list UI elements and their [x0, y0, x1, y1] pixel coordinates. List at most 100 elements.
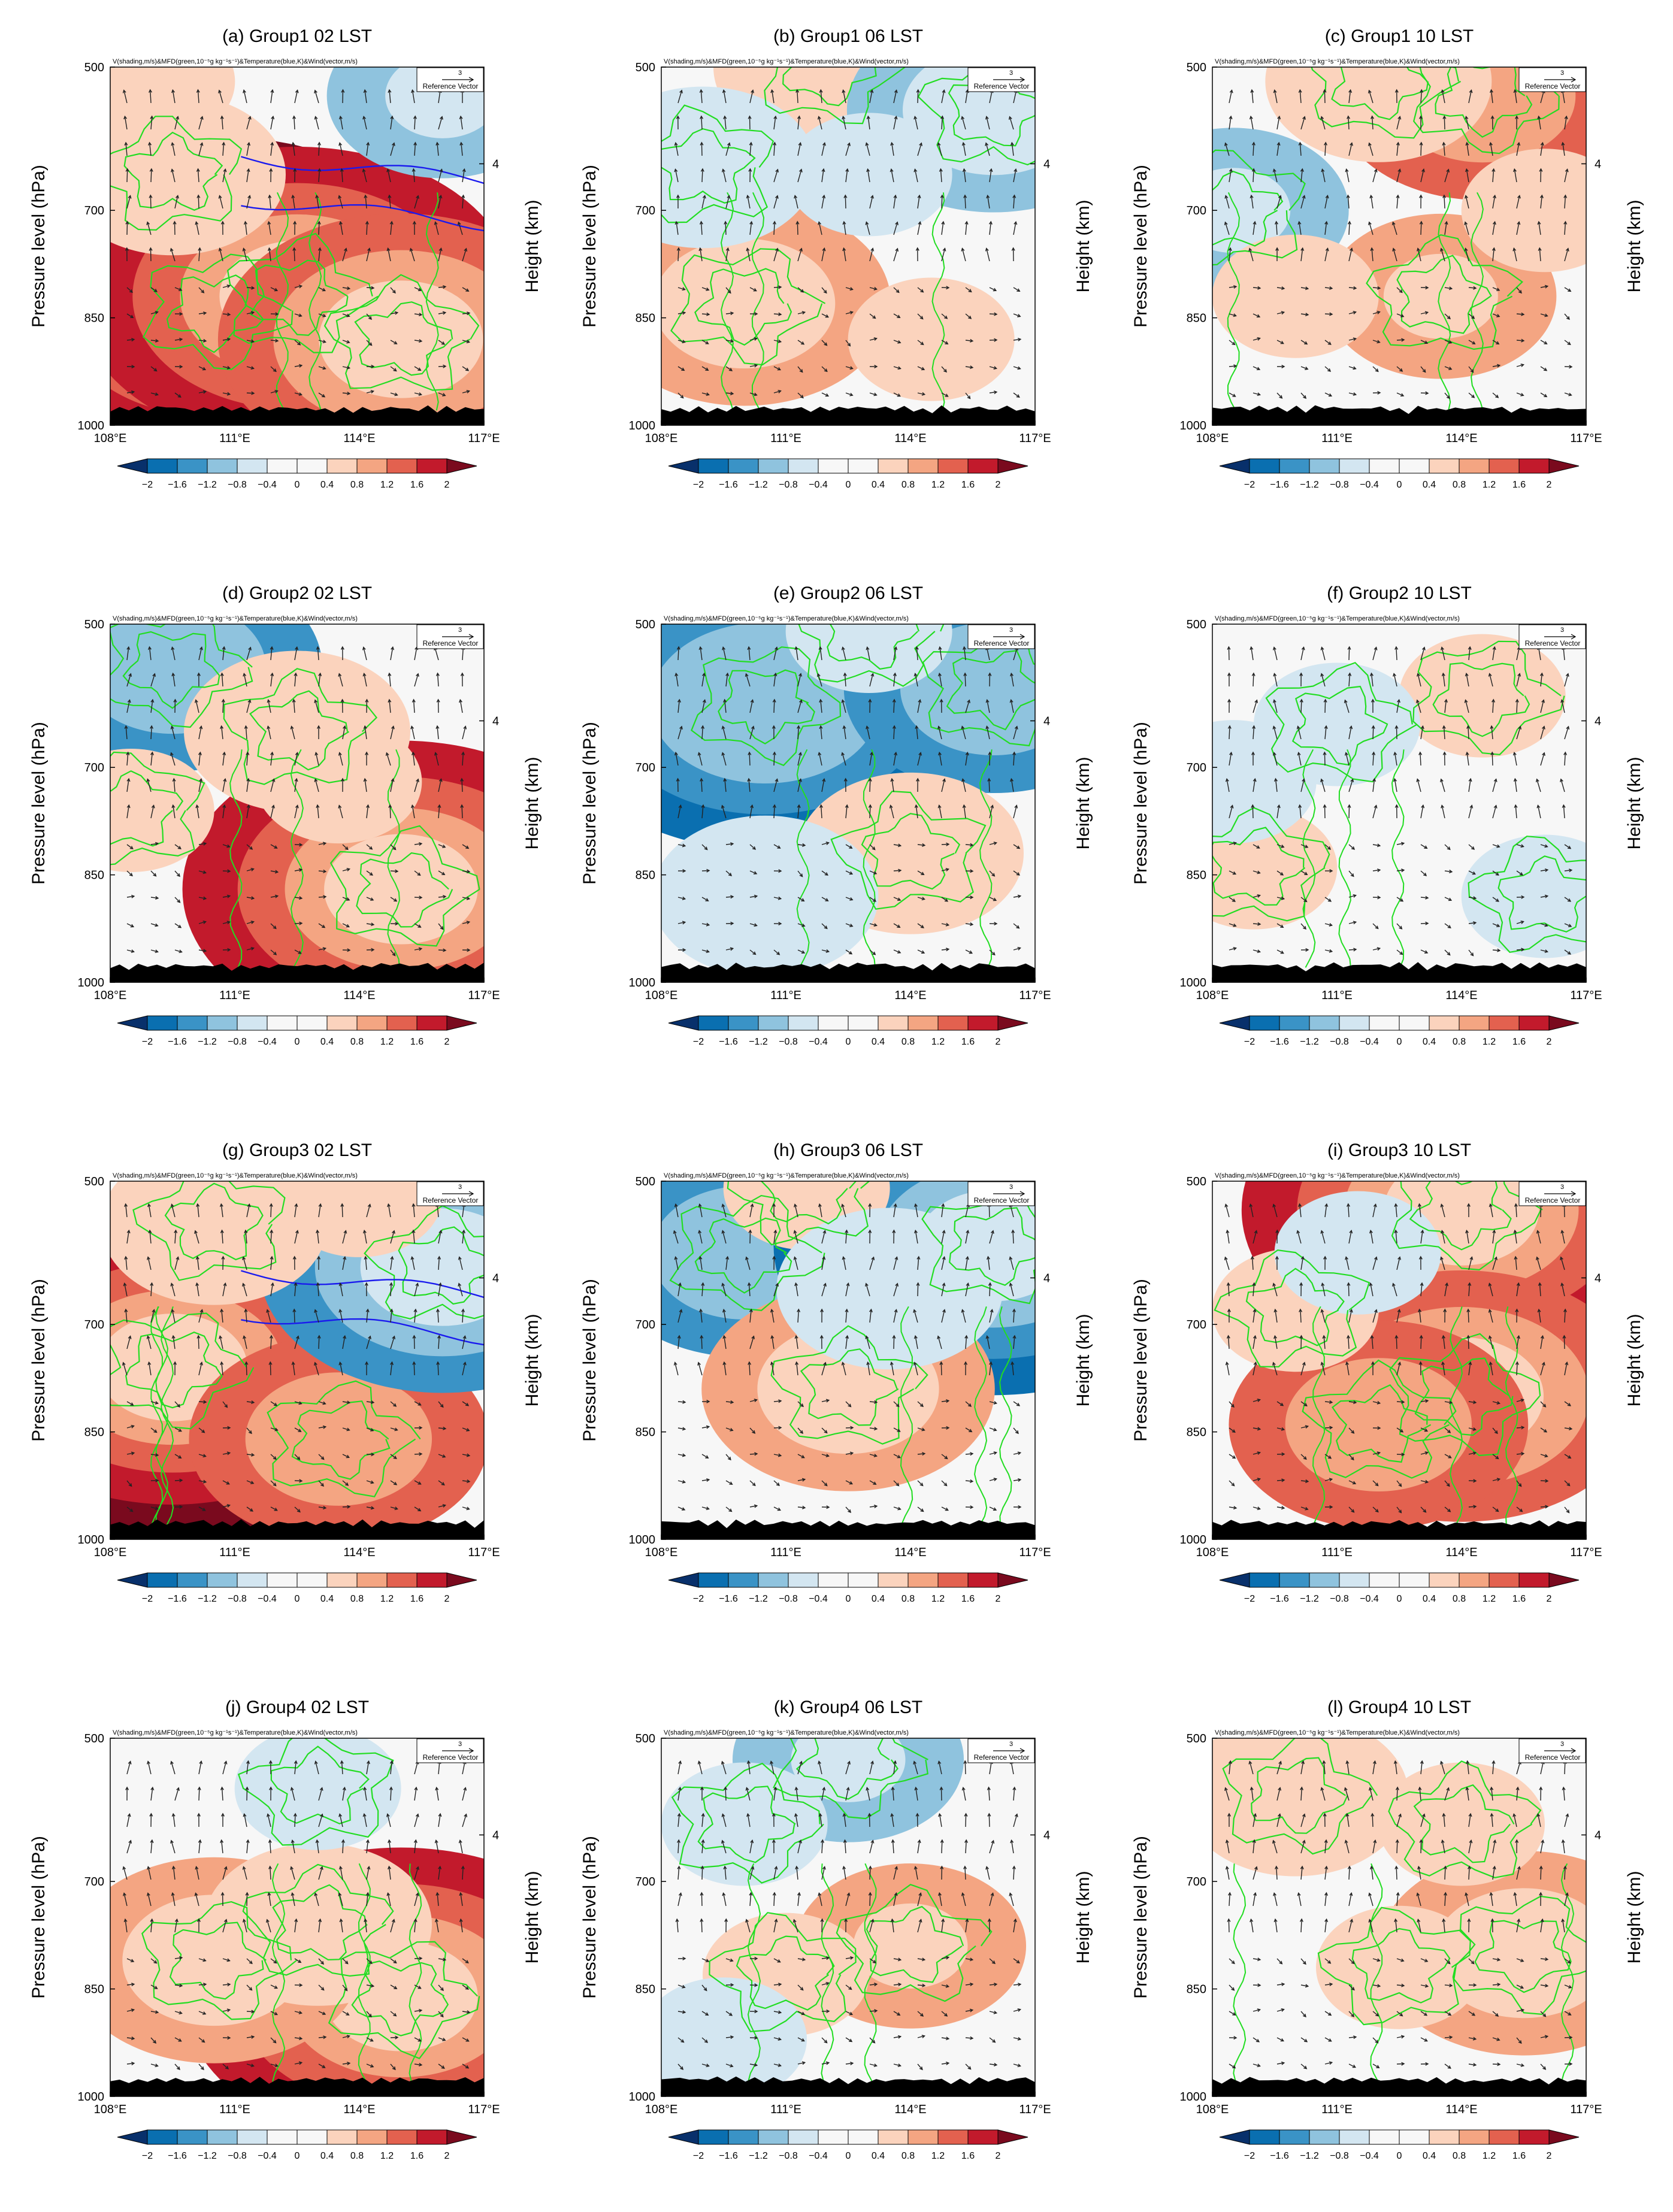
colorbar-label: −0.8 — [779, 2151, 798, 2161]
panel-3: V(shading,m/s)&MFD(green,10⁻⁵g kg⁻¹s⁻¹)&… — [23, 562, 619, 1047]
wind-vector — [701, 1336, 702, 1349]
colorbar-label: −0.8 — [1330, 480, 1349, 490]
x-tick-label: 108°E — [1196, 1546, 1229, 1559]
wind-vector — [342, 1204, 343, 1217]
colorbar-label: 1.2 — [380, 2151, 394, 2161]
colorbar-segment — [698, 1573, 728, 1587]
wind-vector — [774, 700, 775, 713]
x-tick-label: 108°E — [645, 1546, 678, 1559]
x-tick-label: 114°E — [1445, 432, 1477, 445]
colorbar-segment — [267, 459, 297, 473]
y-tick-label: 850 — [636, 312, 655, 325]
colorbar-segment — [1369, 1016, 1399, 1030]
colorbar-end — [1220, 1016, 1250, 1030]
panel-7: V(shading,m/s)&MFD(green,10⁻⁵g kg⁻¹s⁻¹)&… — [580, 1096, 1214, 1604]
right-tick-label: 4 — [1043, 715, 1050, 728]
colorbar-label: 0.4 — [320, 1037, 334, 1047]
colorbar-segment — [1399, 459, 1429, 473]
shading-blob — [1265, 1, 1492, 162]
y2-axis-label: Height (km) — [1624, 757, 1644, 849]
colorbar-label: −1.6 — [719, 2151, 738, 2161]
y-tick-label: 1000 — [629, 1533, 656, 1547]
colorbar-segment — [327, 1016, 357, 1030]
wind-vector — [1468, 1309, 1469, 1323]
wind-vector — [414, 1362, 415, 1375]
colorbar-label: −2 — [142, 1037, 153, 1047]
x-tick-label: 111°E — [770, 432, 801, 445]
colorbar-segment — [147, 1016, 177, 1030]
colorbar-label: 0.4 — [872, 2151, 885, 2161]
colorbar-label: 2 — [1547, 1594, 1552, 1604]
colorbar-segment — [878, 459, 908, 473]
y2-axis-label: Height (km) — [1073, 199, 1093, 292]
colorbar-label: −1.2 — [198, 480, 217, 490]
colorbar-label: −2 — [1244, 1037, 1255, 1047]
x-tick-label: 111°E — [1321, 989, 1353, 1002]
colorbar-label: −0.4 — [809, 480, 828, 490]
wind-vector — [1325, 700, 1326, 713]
colorbar-segment — [848, 459, 878, 473]
colorbar-label: −1.2 — [749, 1594, 768, 1604]
reference-vector-label: Reference Vector — [423, 82, 479, 90]
wind-vector — [941, 1362, 942, 1375]
y-tick-label: 700 — [1187, 761, 1206, 774]
colorbar-segment — [968, 459, 998, 473]
colorbar-segment — [207, 459, 237, 473]
y-tick-label: 500 — [1187, 61, 1206, 74]
colorbar-segment — [878, 1016, 908, 1030]
panel-title: (d) Group2 02 LST — [222, 583, 372, 603]
y-tick-label: 500 — [636, 1732, 655, 1745]
x-tick-label: 111°E — [1321, 1546, 1353, 1559]
panel-11: V(shading,m/s)&MFD(green,10⁻⁵g kg⁻¹s⁻¹)&… — [1131, 1697, 1671, 2161]
colorbar-label: −0.4 — [1360, 1037, 1379, 1047]
panel-title: (b) Group1 06 LST — [773, 26, 923, 46]
panel-header-text: V(shading,m/s)&MFD(green,10⁻⁵g kg⁻¹s⁻¹)&… — [113, 58, 358, 65]
shading-blob — [1182, 1715, 1409, 1877]
shading-blob — [385, 53, 500, 138]
colorbar-label: 2 — [996, 2151, 1001, 2161]
colorbar-segment — [177, 459, 207, 473]
reference-vector-label: Reference Vector — [974, 1753, 1030, 1762]
x-tick-label: 117°E — [1570, 1546, 1602, 1559]
colorbar-segment — [267, 1573, 297, 1587]
colorbar-label: 0 — [295, 1037, 300, 1047]
wind-vector — [1468, 1336, 1469, 1349]
colorbar-end — [1220, 459, 1250, 473]
colorbar-segment — [758, 2130, 788, 2144]
wind-vector — [127, 222, 128, 235]
colorbar-label: −1.2 — [1300, 1594, 1319, 1604]
colorbar-segment — [1459, 1016, 1489, 1030]
wind-vector — [150, 248, 151, 261]
panel-10: V(shading,m/s)&MFD(green,10⁻⁵g kg⁻¹s⁻¹)&… — [580, 1677, 1093, 2161]
x-tick-label: 111°E — [219, 2103, 250, 2116]
colorbar-label: −1.6 — [168, 2151, 187, 2161]
colorbar-label: −1.6 — [168, 1037, 187, 1047]
y-tick-label: 850 — [84, 312, 104, 325]
colorbar-label: 0 — [1397, 1037, 1402, 1047]
colorbar-label: 1.2 — [931, 480, 945, 490]
colorbar-label: 0.8 — [901, 480, 915, 490]
panel-title: (i) Group3 10 LST — [1327, 1140, 1471, 1160]
reference-vector-value: 3 — [1009, 69, 1013, 77]
colorbar-segment — [387, 1573, 417, 1587]
wind-vector — [1349, 647, 1350, 660]
x-tick-label: 111°E — [219, 1546, 250, 1559]
colorbar-label: −0.4 — [258, 1594, 277, 1604]
reference-vector-value: 3 — [458, 1184, 462, 1191]
wind-vector — [1324, 90, 1325, 103]
colorbar-label: 0.4 — [1423, 480, 1436, 490]
colorbar-segment — [1279, 459, 1309, 473]
y-tick-label: 500 — [84, 1732, 104, 1745]
x-tick-label: 108°E — [94, 432, 127, 445]
shading-blob — [246, 1372, 432, 1506]
x-tick-label: 117°E — [468, 432, 500, 445]
colorbar-segment — [938, 2130, 968, 2144]
shading-blob — [319, 280, 483, 398]
wind-vector — [1396, 1866, 1397, 1880]
wind-vector — [294, 248, 295, 261]
colorbar-label: 1.6 — [1512, 1037, 1526, 1047]
colorbar-segment — [417, 459, 447, 473]
wind-vector — [1324, 752, 1325, 765]
colorbar-label: −1.2 — [198, 2151, 217, 2161]
colorbar-segment — [758, 1016, 788, 1030]
